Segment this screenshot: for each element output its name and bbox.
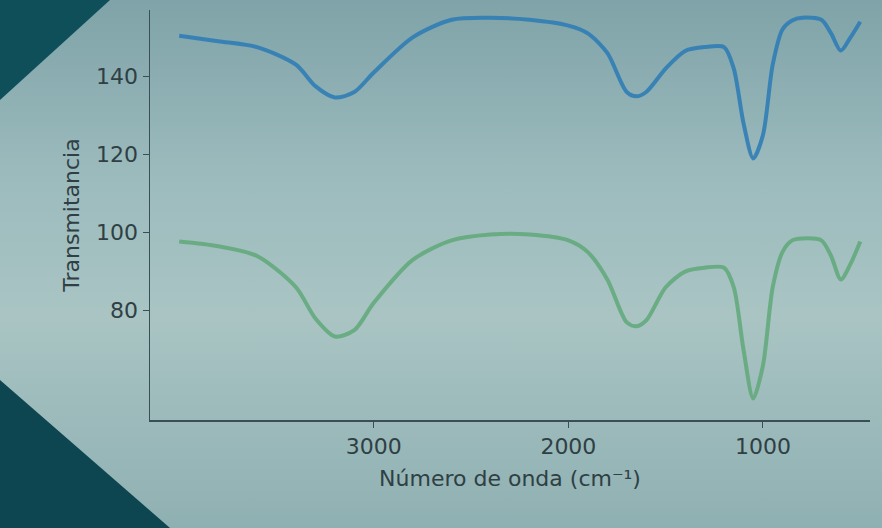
svg-text:3000: 3000 bbox=[346, 434, 402, 459]
svg-text:120: 120 bbox=[96, 142, 138, 167]
svg-text:2000: 2000 bbox=[540, 434, 596, 459]
svg-text:Número de onda (cm⁻¹): Número de onda (cm⁻¹) bbox=[379, 466, 641, 491]
svg-text:Transmitancia: Transmitancia bbox=[59, 138, 84, 292]
svg-text:1000: 1000 bbox=[735, 434, 791, 459]
svg-text:140: 140 bbox=[96, 64, 138, 89]
svg-text:80: 80 bbox=[110, 298, 138, 323]
svg-text:100: 100 bbox=[96, 220, 138, 245]
